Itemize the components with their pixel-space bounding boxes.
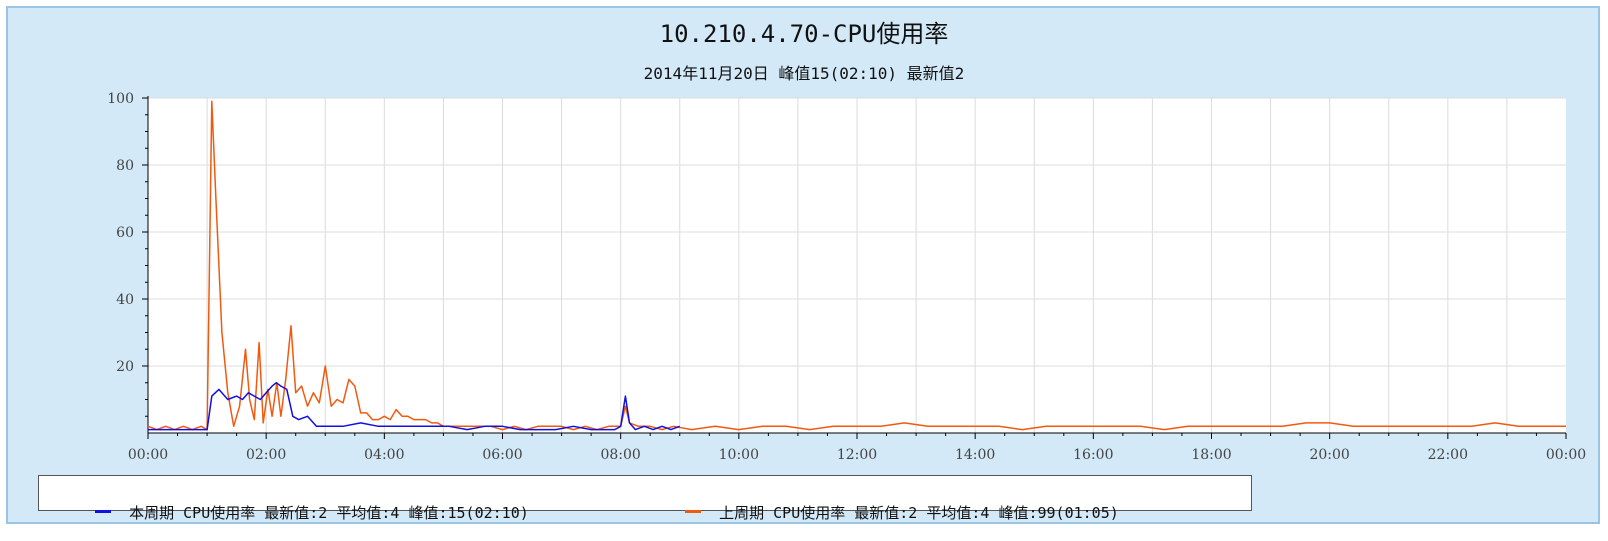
y-tick-label: 80: [116, 158, 134, 174]
x-tick-label: 08:00: [600, 447, 640, 463]
legend-item-current: 本周期 CPU使用率 最新值:2 平均值:4 峰值:15(02:10): [59, 484, 529, 541]
series-line-previous: [147, 100, 1566, 431]
x-tick-label: 02:00: [246, 447, 286, 463]
x-tick-label: 22:00: [1428, 447, 1468, 463]
y-tick-label: 100: [107, 91, 134, 107]
legend-label-current: 本周期 CPU使用率 最新值:2 平均值:4 峰值:15(02:10): [129, 504, 529, 522]
x-tick-label: 10:00: [719, 447, 759, 463]
x-tick-label: 00:00: [128, 447, 168, 463]
grid-lines: [148, 97, 1566, 433]
x-tick-label: 06:00: [482, 447, 522, 463]
y-tick-label: 20: [116, 359, 134, 375]
x-tick-label: 00:00: [1546, 447, 1586, 463]
x-tick-label: 20:00: [1309, 447, 1349, 463]
y-tick-label: 60: [116, 225, 134, 241]
y-tick-label: 40: [116, 292, 134, 308]
legend-swatch-previous: [685, 510, 702, 513]
legend-swatch-current: [95, 510, 112, 513]
series-layer: [147, 100, 1566, 431]
x-tick-label: 16:00: [1073, 447, 1113, 463]
tick-labels: 20 40 60 80 100 00:00 02:00 04:00 06:00 08:00 10:0…: [107, 91, 1586, 463]
chart-title: 10.210.4.70-CPU使用率: [659, 20, 949, 48]
x-tick-label: 12:00: [837, 447, 877, 463]
legend-label-previous: 上周期 CPU使用率 最新值:2 平均值:4 峰值:99(01:05): [719, 504, 1119, 522]
legend: 本周期 CPU使用率 最新值:2 平均值:4 峰值:15(02:10) 上周期 …: [38, 475, 1252, 522]
axes: [142, 96, 1567, 439]
x-tick-label: 14:00: [955, 447, 995, 463]
x-tick-label: 04:00: [364, 447, 404, 463]
chart-subtitle: 2014年11月20日 峰值15(02:10) 最新值2: [643, 64, 965, 83]
legend-item-previous: 上周期 CPU使用率 最新值:2 平均值:4 峰值:99(01:05): [649, 484, 1119, 541]
series-line-current: [148, 382, 681, 431]
x-tick-label: 18:00: [1191, 447, 1231, 463]
